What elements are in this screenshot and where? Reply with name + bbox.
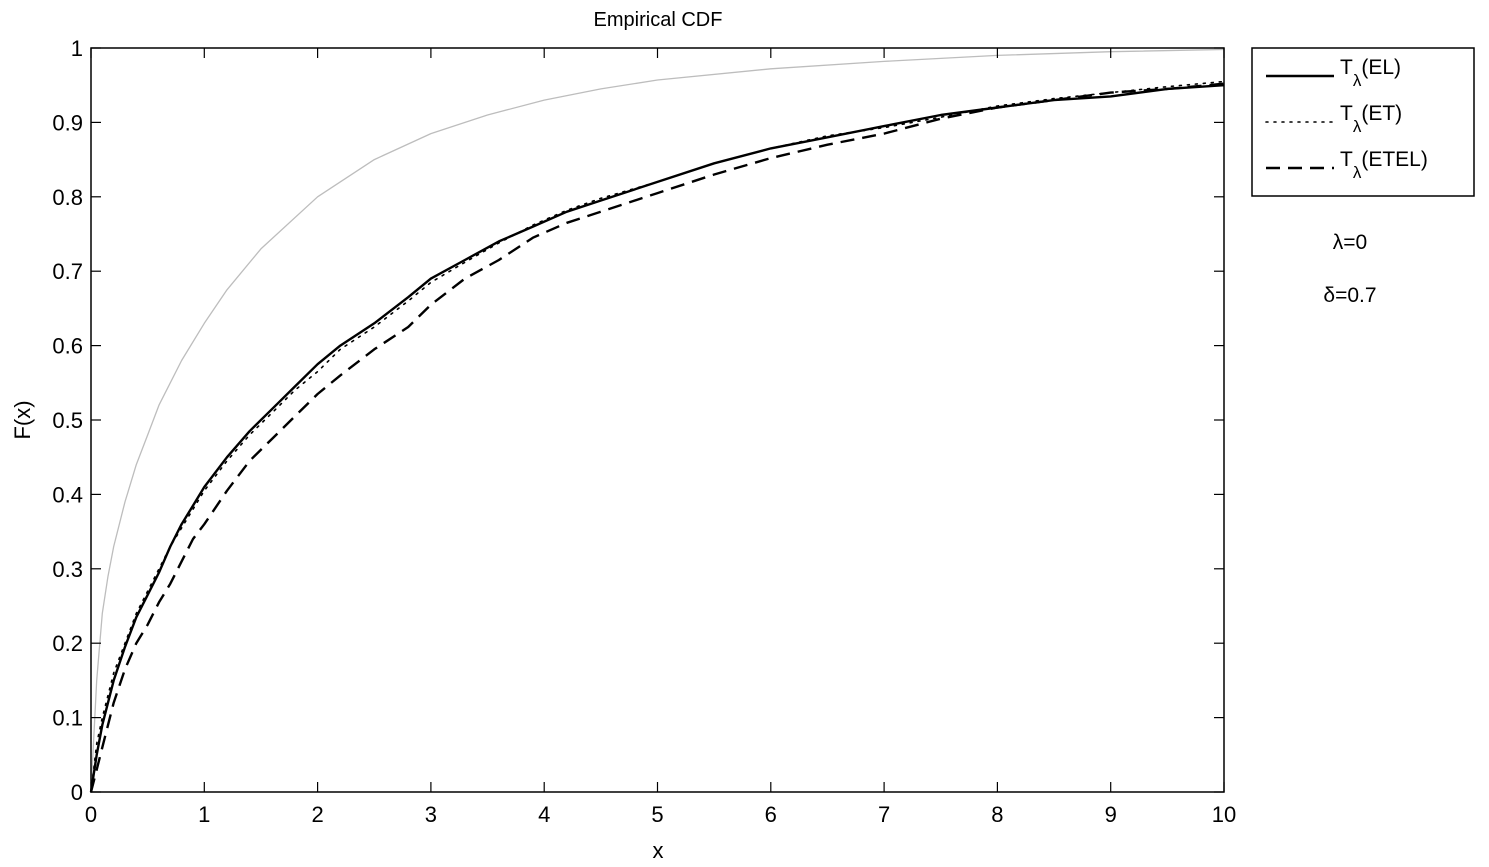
legend-label-0: Tλ(EL) bbox=[1340, 56, 1401, 90]
legend: Tλ(EL) Tλ(ET) Tλ(ETEL) bbox=[1251, 47, 1475, 197]
delta-annotation: δ=0.7 bbox=[1323, 284, 1376, 307]
x-tick-label: 4 bbox=[538, 802, 550, 827]
x-tick-label: 5 bbox=[651, 802, 663, 827]
y-tick-label: 0.6 bbox=[52, 334, 83, 359]
y-tick-label: 0.1 bbox=[52, 706, 83, 731]
x-tick-label: 9 bbox=[1105, 802, 1117, 827]
x-tick-label: 1 bbox=[198, 802, 210, 827]
y-tick-label: 1 bbox=[71, 36, 83, 61]
y-tick-label: 0.3 bbox=[52, 557, 83, 582]
y-axis-label: F(x) bbox=[10, 400, 35, 439]
x-tick-label: 7 bbox=[878, 802, 890, 827]
y-tick-label: 0 bbox=[71, 780, 83, 805]
y-tick-label: 0.2 bbox=[52, 631, 83, 656]
ticks-layer: 0 1 2 3 4 5 6 7 8 9 10 0 0.1 0.2 0.3 0.4 0.5 0.6 0.7 0.8 0.9… bbox=[52, 36, 1236, 827]
x-tick-label: 3 bbox=[425, 802, 437, 827]
chart-title: Empirical CDF bbox=[594, 9, 723, 31]
series-line-1 bbox=[90, 80, 1225, 793]
y-tick-label: 0.8 bbox=[52, 185, 83, 210]
x-tick-label: 0 bbox=[85, 802, 97, 827]
y-tick-label: 0.5 bbox=[52, 408, 83, 433]
x-tick-label: 6 bbox=[765, 802, 777, 827]
x-tick-label: 2 bbox=[311, 802, 323, 827]
x-tick-label: 10 bbox=[1212, 802, 1236, 827]
series-line-3 bbox=[90, 48, 1225, 793]
y-tick-label: 0.9 bbox=[52, 110, 83, 135]
series-line-0 bbox=[89, 84, 1225, 793]
series-line-2 bbox=[89, 82, 1225, 793]
x-tick-label: 8 bbox=[991, 802, 1003, 827]
y-tick-label: 0.7 bbox=[52, 259, 83, 284]
x-axis-label: x bbox=[653, 838, 664, 863]
legend-label-2: Tλ(ETEL) bbox=[1340, 148, 1428, 182]
legend-label-1: Tλ(ET) bbox=[1340, 102, 1402, 136]
lambda-annotation: λ=0 bbox=[1333, 231, 1367, 254]
y-tick-label: 0.4 bbox=[52, 482, 83, 507]
series-layer bbox=[89, 48, 1225, 793]
legend-box bbox=[1251, 47, 1475, 197]
